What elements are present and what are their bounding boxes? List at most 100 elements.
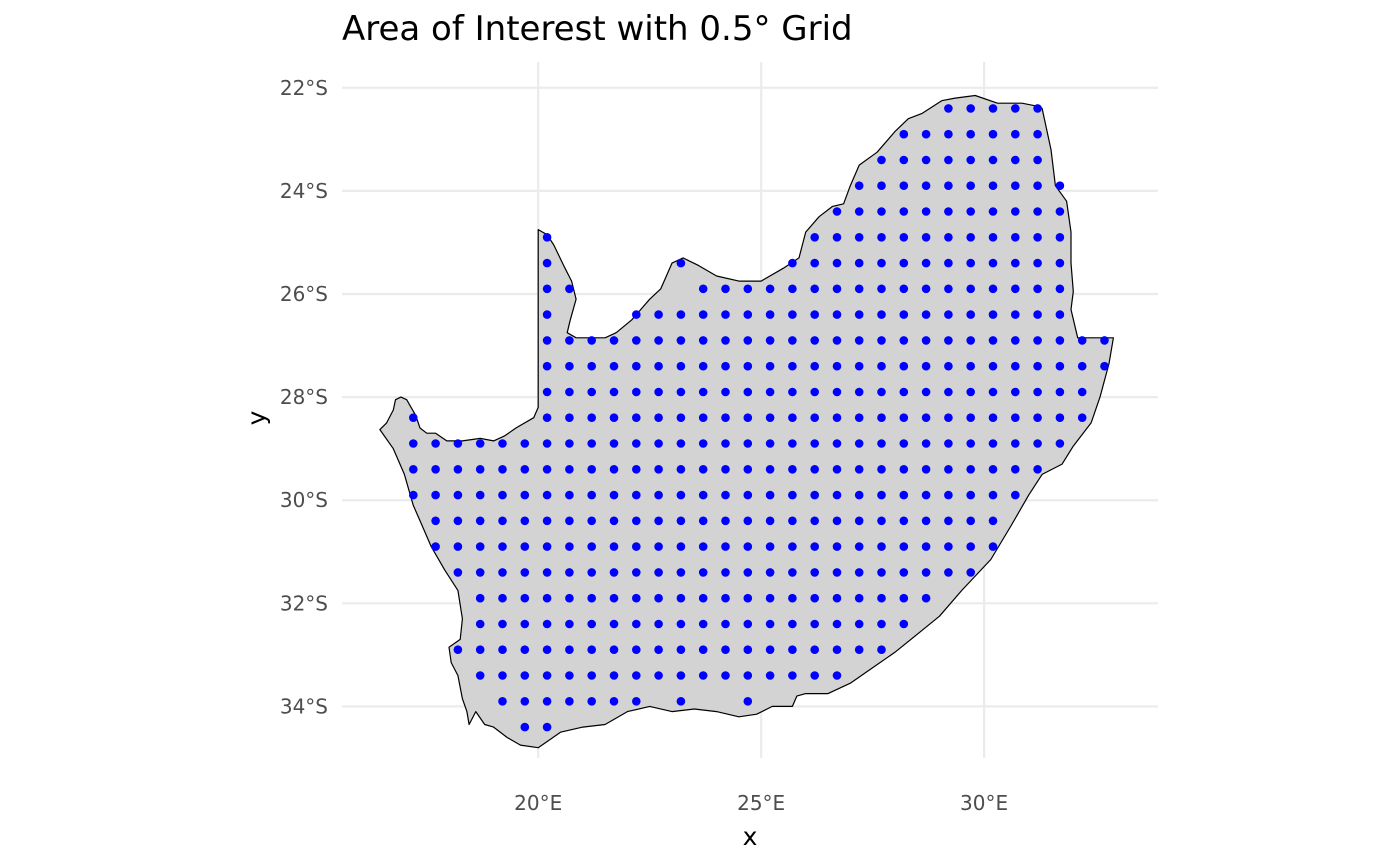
grid-point [944,104,953,113]
grid-point [944,465,953,474]
grid-point [899,465,909,474]
grid-point [475,542,485,551]
grid-point [453,465,463,474]
grid-point [1011,490,1020,500]
grid-point [988,104,998,113]
grid-point [944,387,953,397]
grid-point [1077,387,1087,397]
grid-point [810,568,819,577]
grid-point [743,413,753,423]
grid-point [721,284,730,294]
grid-point [453,516,463,526]
grid-point [542,413,552,423]
grid-point [632,542,641,551]
x-tick-label: 25°E [737,791,785,815]
grid-point [899,516,909,526]
grid-point [877,233,886,242]
grid-point [520,697,530,706]
grid-point [1033,207,1042,216]
grid-point [409,490,418,500]
grid-point [1011,155,1020,165]
grid-point [654,645,663,654]
grid-point [810,284,819,294]
grid-point [475,645,485,654]
grid-point [921,258,931,268]
grid-point [698,516,708,526]
grid-point [899,490,909,500]
grid-point [542,619,552,629]
grid-point [654,490,663,500]
grid-point [498,542,507,551]
grid-point [788,258,797,268]
grid-point [810,645,819,654]
grid-point [1055,310,1065,319]
grid-point [587,542,596,551]
grid-point [721,568,730,577]
grid-point [609,645,619,654]
grid-point [587,619,596,629]
grid-point [475,593,485,603]
grid-point [765,284,775,294]
grid-point [988,439,998,448]
grid-point [721,465,730,474]
grid-point [765,413,775,423]
grid-point [1033,336,1042,345]
grid-point [698,439,708,448]
grid-point [832,233,842,242]
grid-point [854,258,864,268]
grid-point [966,413,975,423]
grid-point [921,465,931,474]
grid-point [921,413,931,423]
grid-point [1033,129,1042,139]
grid-point [632,336,641,345]
grid-point [587,593,596,603]
grid-point [877,542,886,551]
grid-point [743,619,753,629]
y-tick-label: 32°S [280,591,328,615]
y-tick-label: 26°S [280,282,328,306]
grid-point [498,593,507,603]
grid-point [609,439,619,448]
grid-point [721,387,730,397]
grid-point [877,413,886,423]
grid-point [832,387,842,397]
grid-point [587,645,596,654]
grid-point [899,258,909,268]
grid-point [1011,310,1020,319]
grid-point [565,568,574,577]
grid-point [431,439,440,448]
grid-point [698,542,708,551]
grid-point [632,361,641,371]
grid-point [654,542,663,551]
grid-point [743,593,753,603]
grid-point [676,619,686,629]
grid-point [988,155,998,165]
grid-point [587,516,596,526]
grid-point [698,568,708,577]
grid-point [632,387,641,397]
grid-point [810,439,819,448]
grid-point [921,542,931,551]
grid-point [765,336,775,345]
grid-point [654,516,663,526]
x-tick-label: 30°E [960,791,1008,815]
grid-point [1011,361,1020,371]
grid-point [788,619,797,629]
grid-point [832,207,842,216]
grid-point [944,310,953,319]
grid-point [520,568,530,577]
grid-point [877,310,886,319]
grid-point [542,593,552,603]
grid-point [676,697,686,706]
grid-point [966,542,975,551]
y-tick-label: 30°S [280,488,328,512]
grid-point [1011,207,1020,216]
grid-point [899,336,909,345]
grid-point [854,490,864,500]
grid-point [565,465,574,474]
grid-point [832,568,842,577]
grid-point [877,361,886,371]
grid-point [877,465,886,474]
grid-point [854,645,864,654]
grid-point [1077,336,1087,345]
